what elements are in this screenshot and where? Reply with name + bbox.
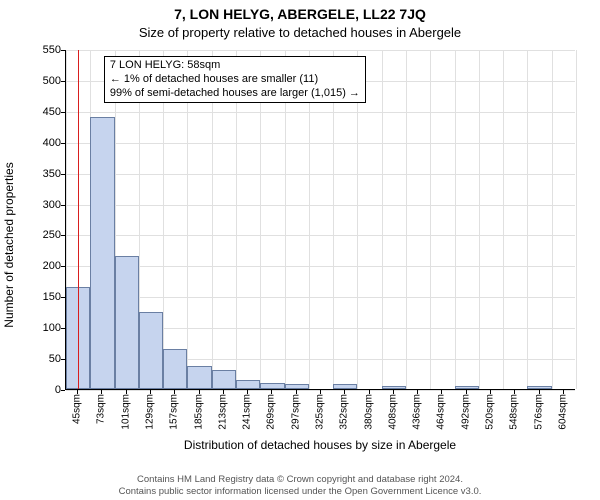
y-axis-ticks: 050100150200250300350400450500550: [35, 50, 65, 390]
y-tick-label: 450: [43, 106, 61, 118]
y-tick-label: 400: [43, 137, 61, 149]
gridline-h: [66, 50, 575, 51]
gridline-v: [382, 50, 383, 389]
gridline-h: [66, 143, 575, 144]
x-tick-label: 352sqm: [339, 394, 350, 430]
gridline-h: [66, 297, 575, 298]
gridline-h: [66, 235, 575, 236]
gridline-v: [430, 50, 431, 389]
gridline-h: [66, 174, 575, 175]
gridline-h: [66, 205, 575, 206]
annotation-line-3: 99% of semi-detached houses are larger (…: [110, 87, 360, 101]
x-tick-label: 157sqm: [169, 394, 180, 430]
x-tick-label: 604sqm: [557, 394, 568, 430]
x-tick-label: 129sqm: [145, 394, 156, 430]
x-tick-label: 45sqm: [72, 394, 83, 424]
y-tick-label: 150: [43, 291, 61, 303]
x-tick-label: 73sqm: [96, 394, 107, 424]
x-tick-label: 380sqm: [363, 394, 374, 430]
x-axis-ticks: 45sqm 73sqm 101sqm 129sqm 157sqm 185sqm 213sqm…: [65, 390, 575, 440]
marker-line: [78, 50, 80, 389]
histogram-bar: [212, 370, 236, 389]
x-tick-label: 576sqm: [533, 394, 544, 430]
x-tick-label: 520sqm: [485, 394, 496, 430]
x-tick-label: 241sqm: [242, 394, 253, 430]
histogram-bar: [333, 384, 357, 389]
y-tick-label: 50: [49, 353, 61, 365]
histogram-bar: [90, 117, 114, 389]
y-tick-label: 550: [43, 44, 61, 56]
y-tick-label: 250: [43, 229, 61, 241]
y-tick-label: 350: [43, 168, 61, 180]
gridline-v: [576, 50, 577, 389]
gridline-v: [455, 50, 456, 389]
chart-wrapper: Number of detached properties 0501001502…: [35, 50, 580, 440]
x-tick-label: 101sqm: [120, 394, 131, 430]
x-tick-label: 492sqm: [460, 394, 471, 430]
histogram-bar: [527, 386, 551, 389]
footer-line-2: Contains public sector information licen…: [0, 486, 600, 498]
x-tick-label: 297sqm: [290, 394, 301, 430]
gridline-v: [527, 50, 528, 389]
gridline-v: [406, 50, 407, 389]
annotation-box: 7 LON HELYG: 58sqm ← 1% of detached hous…: [104, 56, 366, 103]
page-title: 7, LON HELYG, ABERGELE, LL22 7JQ: [0, 0, 600, 22]
annotation-line-1: 7 LON HELYG: 58sqm: [110, 59, 360, 73]
x-tick-label: 408sqm: [387, 394, 398, 430]
x-tick-label: 325sqm: [315, 394, 326, 430]
x-tick-label: 185sqm: [193, 394, 204, 430]
histogram-bar: [139, 312, 163, 389]
y-axis-label: Number of detached properties: [2, 162, 16, 327]
x-tick-label: 436sqm: [412, 394, 423, 430]
y-tick-label: 500: [43, 75, 61, 87]
chart-subtitle: Size of property relative to detached ho…: [0, 22, 600, 40]
histogram-bar: [260, 383, 284, 389]
x-tick-label: 269sqm: [266, 394, 277, 430]
histogram-bar: [285, 384, 309, 389]
y-tick-label: 300: [43, 199, 61, 211]
histogram-bar: [455, 386, 479, 389]
y-tick-label: 100: [43, 322, 61, 334]
chart-container: 7, LON HELYG, ABERGELE, LL22 7JQ Size of…: [0, 0, 600, 500]
histogram-bar: [382, 386, 406, 389]
x-tick-label: 213sqm: [217, 394, 228, 430]
histogram-bar: [236, 380, 260, 389]
gridline-h: [66, 112, 575, 113]
x-tick-label: 464sqm: [436, 394, 447, 430]
histogram-bar: [115, 256, 139, 389]
y-tick-label: 200: [43, 260, 61, 272]
gridline-v: [503, 50, 504, 389]
footer: Contains HM Land Registry data © Crown c…: [0, 474, 600, 498]
histogram-bar: [163, 349, 187, 389]
gridline-v: [479, 50, 480, 389]
gridline-h: [66, 266, 575, 267]
x-tick-label: 548sqm: [509, 394, 520, 430]
x-axis-label: Distribution of detached houses by size …: [65, 438, 575, 452]
gridline-v: [552, 50, 553, 389]
annotation-line-2: ← 1% of detached houses are smaller (11): [110, 73, 360, 87]
histogram-bar: [187, 366, 211, 389]
footer-line-1: Contains HM Land Registry data © Crown c…: [0, 474, 600, 486]
